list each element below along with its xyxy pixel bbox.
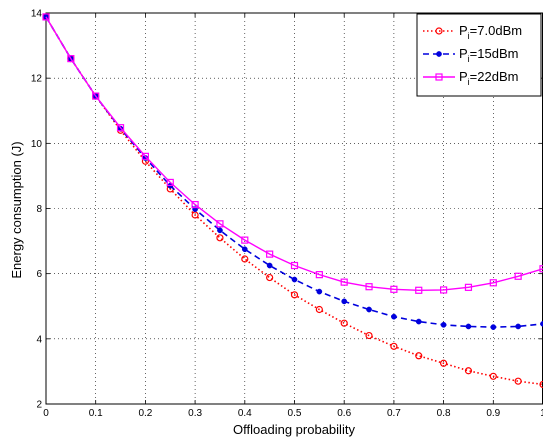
data-point <box>440 321 447 328</box>
data-point <box>489 372 497 380</box>
legend-label: Pi=7.0dBm <box>459 23 522 41</box>
data-point <box>340 278 348 286</box>
y-tick-label: 4 <box>36 334 42 345</box>
tick-labels: 00.10.20.30.40.50.60.70.80.912468101214 <box>31 9 543 420</box>
data-point <box>290 291 299 299</box>
data-point <box>464 283 473 291</box>
data-point <box>216 234 224 242</box>
data-point <box>67 55 75 63</box>
x-tick-label: 0.8 <box>437 408 451 419</box>
data-point <box>116 124 125 132</box>
legend: Pi=7.0dBm Pi=15dBm Pi=22dBm <box>416 13 542 97</box>
legend-swatch-marker <box>435 27 443 35</box>
data-point <box>217 227 223 234</box>
y-tick-label: 10 <box>31 139 43 150</box>
data-point <box>539 380 543 389</box>
x-tick-label: 0.5 <box>288 408 302 419</box>
data-point <box>316 288 323 295</box>
legend-label: Pi=22dBm <box>459 69 518 87</box>
legend-label: Pi=15dBm <box>459 46 518 64</box>
data-point <box>365 331 373 340</box>
data-point <box>166 178 174 187</box>
data-point <box>415 352 423 360</box>
x-tick-label: 0 <box>43 408 49 419</box>
data-point <box>366 306 372 313</box>
data-point <box>490 324 497 330</box>
series-3 <box>42 13 543 294</box>
data-point <box>241 246 248 253</box>
legend-entry: Pi=7.0dBm <box>423 23 522 41</box>
data-point <box>241 236 249 244</box>
y-tick-label: 8 <box>36 204 42 215</box>
data-point <box>514 377 522 385</box>
data-point <box>42 13 50 21</box>
data-point <box>315 305 323 314</box>
y-tick-label: 6 <box>36 269 42 280</box>
data-point <box>315 271 323 279</box>
data-point <box>291 276 298 283</box>
x-tick-label: 0.6 <box>337 408 351 419</box>
data-point <box>390 342 398 350</box>
data-point <box>141 152 149 160</box>
grid-lines <box>46 13 543 404</box>
data-point <box>341 298 348 305</box>
data-point <box>92 92 100 100</box>
data-point <box>440 359 448 367</box>
data-point <box>489 279 497 287</box>
data-point <box>290 261 299 270</box>
legend-entry: Pi=22dBm <box>423 69 518 87</box>
legend-entry: Pi=15dBm <box>423 46 518 64</box>
x-tick-label: 0.1 <box>89 408 103 419</box>
x-tick-label: 1 <box>540 408 543 419</box>
x-axis-label: Offloading probability <box>233 422 355 437</box>
data-point <box>390 285 398 293</box>
data-point <box>340 319 348 327</box>
data-point <box>415 286 423 294</box>
data-point <box>515 323 522 330</box>
x-tick-label: 0.2 <box>138 408 152 419</box>
data-point <box>514 272 522 280</box>
data-point <box>540 320 543 327</box>
y-axis-label: Energy consumption (J) <box>9 141 24 278</box>
data-point <box>464 367 473 375</box>
data-point <box>216 220 224 228</box>
legend-swatch-marker <box>435 73 443 81</box>
data-point <box>266 262 273 269</box>
y-tick-label: 2 <box>36 400 42 411</box>
x-tick-label: 0.4 <box>238 408 252 419</box>
y-tick-label: 14 <box>31 9 43 20</box>
data-point <box>365 283 373 291</box>
data-point <box>191 211 199 219</box>
data-point <box>465 323 472 330</box>
data-point <box>241 255 249 263</box>
x-tick-label: 0.3 <box>188 408 202 419</box>
series-line <box>45 16 543 386</box>
data-point <box>391 313 397 320</box>
data-point <box>440 286 448 294</box>
series-line <box>45 16 543 291</box>
data-point <box>266 273 274 282</box>
legend-swatch-marker <box>436 51 442 57</box>
y-tick-label: 12 <box>31 74 43 85</box>
data-point <box>266 250 274 258</box>
data-point <box>539 265 543 273</box>
x-tick-label: 0.9 <box>486 408 500 419</box>
data-point <box>191 200 199 209</box>
x-tick-label: 0.7 <box>387 408 401 419</box>
data-series <box>42 13 543 389</box>
data-point <box>415 318 422 325</box>
